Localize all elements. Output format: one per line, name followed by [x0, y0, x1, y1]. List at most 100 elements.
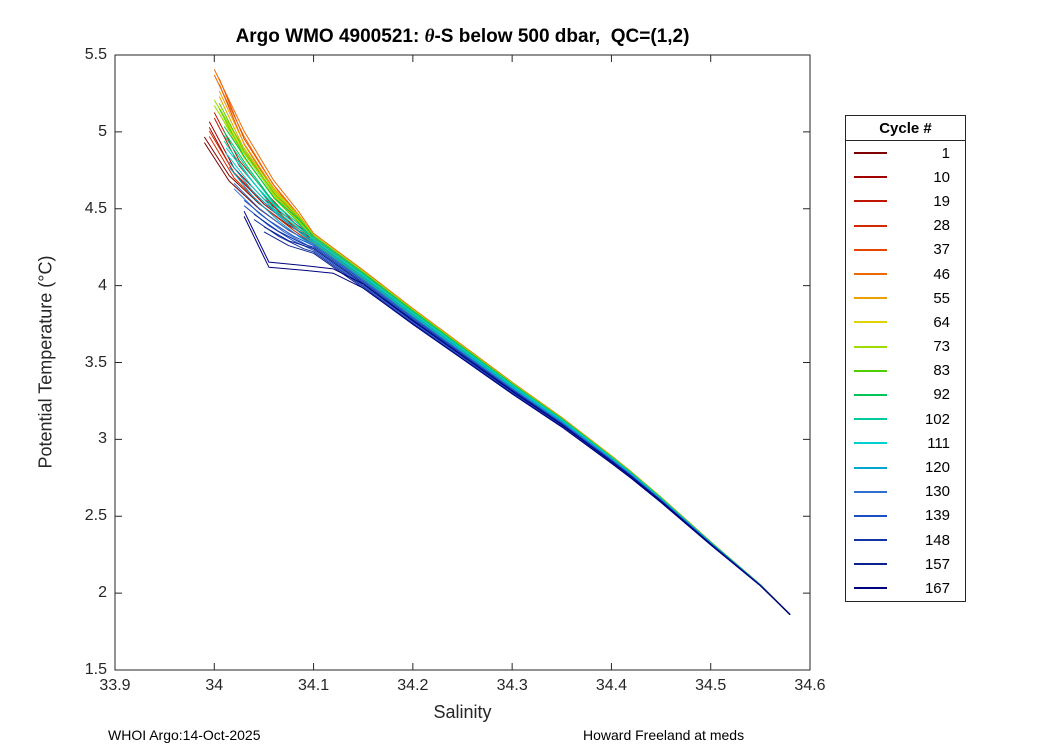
legend-item-111: 111 [846, 431, 965, 455]
cycle-line-46 [213, 74, 791, 615]
legend-label: 10 [933, 168, 950, 186]
cycle-line-10 [208, 121, 791, 615]
chart-title: Argo WMO 4900521: θ-S below 500 dbar, QC… [115, 26, 810, 48]
legend-item-120: 120 [846, 455, 965, 479]
cycle-line-37 [218, 84, 791, 615]
y-tick-label: 2.5 [84, 507, 107, 525]
theta-symbol: θ [424, 26, 435, 47]
cycle-line-19 [213, 117, 791, 615]
legend-line-swatch [854, 200, 887, 203]
cycle-line-139 [243, 205, 791, 615]
legend-line-swatch [854, 176, 887, 179]
legend-label: 55 [933, 289, 950, 307]
legend-item-10: 10 [846, 165, 965, 189]
credit-left: WHOI Argo:14-Oct-2025 [108, 727, 261, 743]
plot-lines [203, 69, 791, 615]
legend-label: 139 [924, 507, 950, 525]
legend-title: Cycle # [846, 116, 965, 141]
legend-label: 92 [933, 386, 950, 404]
x-tick-label: 34 [205, 677, 224, 694]
y-tick-label: 1.5 [84, 661, 107, 678]
legend-line-swatch [854, 248, 887, 251]
legend-item-1: 1 [846, 141, 965, 165]
legend-label: 19 [933, 192, 950, 210]
cycle-line-37 [218, 78, 791, 615]
cycle-line-92 [223, 131, 791, 615]
legend-line-swatch [854, 563, 887, 566]
legend-label: 1 [941, 144, 950, 162]
chart-title-pre: Argo WMO 4900521: [235, 26, 425, 47]
legend-line-swatch [854, 587, 887, 590]
y-tick-label: 4.5 [84, 199, 107, 217]
legend-item-73: 73 [846, 335, 965, 359]
x-axis-label: Salinity [433, 702, 492, 722]
legend-label: 64 [933, 313, 950, 331]
legend-line-swatch [854, 297, 887, 300]
legend-line-swatch [854, 273, 887, 276]
cycle-line-167 [243, 216, 791, 615]
y-tick-label: 3 [98, 430, 107, 448]
legend-item-130: 130 [846, 480, 965, 504]
legend-item-19: 19 [846, 189, 965, 213]
y-tick-label: 4 [98, 276, 107, 294]
legend-label: 130 [924, 483, 950, 501]
x-tick-label: 34.4 [595, 677, 627, 694]
legend-line-swatch [854, 514, 887, 517]
legend-label: 148 [924, 531, 950, 549]
legend-label: 111 [927, 434, 950, 452]
legend-label: 73 [933, 338, 950, 356]
legend-line-swatch [854, 224, 887, 227]
legend-label: 46 [933, 265, 950, 283]
legend-item-28: 28 [846, 214, 965, 238]
x-tick-label: 33.9 [99, 677, 131, 694]
cycle-line-148 [253, 219, 791, 615]
cycle-line-46 [213, 69, 791, 615]
legend-item-157: 157 [846, 552, 965, 576]
legend-item-83: 83 [846, 359, 965, 383]
legend-line-swatch [854, 466, 887, 469]
legend-label: 102 [924, 410, 950, 428]
legend-label: 28 [933, 217, 950, 235]
cycle-line-157 [263, 226, 791, 615]
cycle-line-92 [223, 126, 791, 615]
x-tick-label: 34.3 [496, 677, 528, 694]
legend-label: 157 [924, 555, 950, 573]
cycle-line-157 [263, 231, 791, 615]
legend-item-46: 46 [846, 262, 965, 286]
y-tick-label: 3.5 [84, 353, 107, 371]
legend-line-swatch [854, 321, 887, 324]
legend-item-64: 64 [846, 310, 965, 334]
chart-title-post: -S below 500 dbar, QC=(1,2) [434, 26, 690, 47]
legend-rows: 1 10 19 28 37 46 55 64 73 83 92 102 111 120 130 139 148 1… [846, 141, 965, 601]
legend-item-167: 167 [846, 576, 965, 600]
legend-line-swatch [854, 490, 887, 493]
credit-right: Howard Freeland at meds [583, 727, 745, 743]
legend-label: 83 [933, 362, 950, 380]
legend-label: 37 [933, 241, 950, 259]
legend-line-swatch [854, 539, 887, 542]
legend-line-swatch [854, 345, 887, 348]
legend-item-37: 37 [846, 238, 965, 262]
legend-line-swatch [854, 393, 887, 396]
y-tick-label: 5 [98, 122, 107, 140]
legend-label: 167 [924, 579, 950, 597]
cycle-line-167 [243, 210, 791, 615]
cycle-line-102 [223, 135, 791, 615]
x-tick-label: 34.5 [695, 677, 727, 694]
legend-item-102: 102 [846, 407, 965, 431]
plot-axes [114, 54, 811, 671]
x-tick-label: 34.6 [794, 677, 826, 694]
legend-line-swatch [854, 442, 887, 445]
y-tick-label: 2 [98, 584, 107, 602]
y-tick-label: 5.5 [84, 46, 107, 63]
legend-label: 120 [924, 459, 950, 477]
x-tick-label: 34.2 [397, 677, 429, 694]
cycle-line-10 [208, 127, 791, 615]
legend-line-swatch [854, 418, 887, 421]
legend-item-92: 92 [846, 383, 965, 407]
legend-item-139: 139 [846, 504, 965, 528]
legend-item-55: 55 [846, 286, 965, 310]
legend: Cycle # 1 10 19 28 37 46 55 64 73 83 92 102 111 120 13… [845, 115, 966, 602]
